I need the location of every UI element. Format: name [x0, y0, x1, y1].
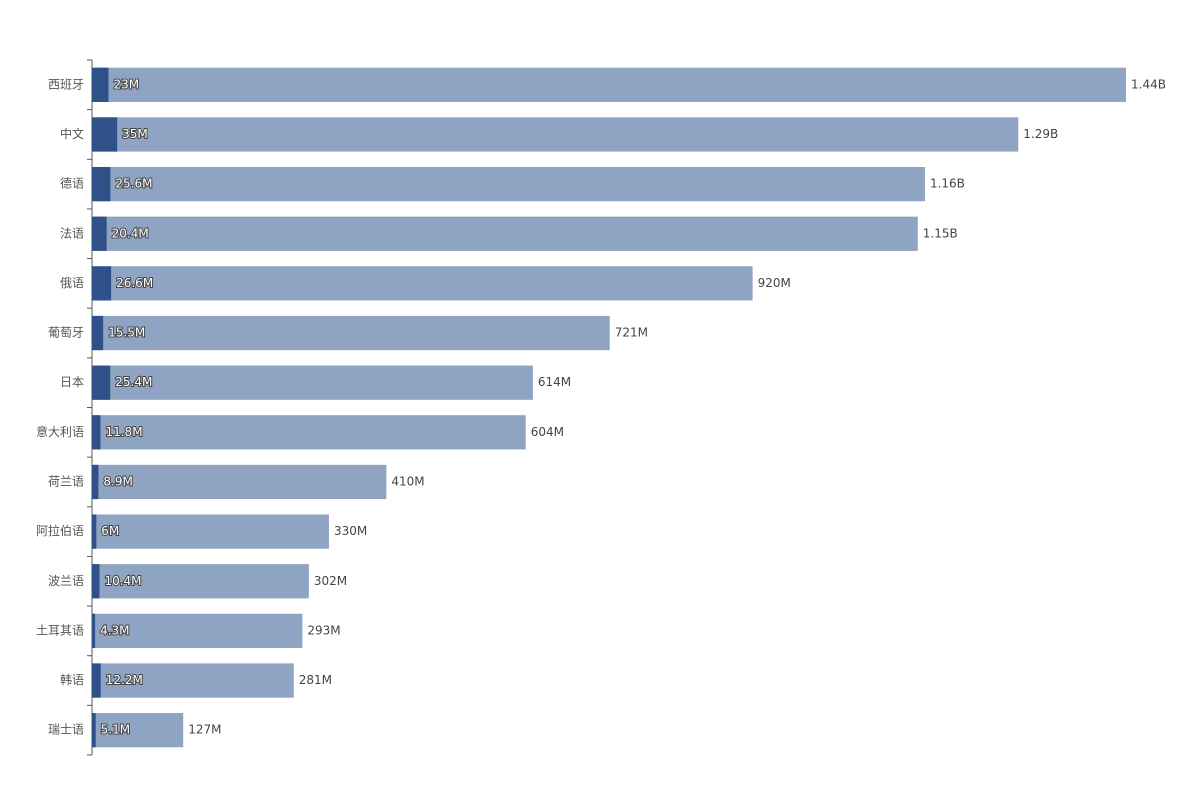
- value-label: 721M: [615, 326, 648, 340]
- bar: [92, 216, 918, 251]
- value-label: 20.4M: [112, 226, 149, 240]
- y-tick-label: 意大利语: [36, 424, 84, 439]
- value-label: 604M: [531, 425, 564, 439]
- bar: [92, 713, 184, 748]
- value-label: 4.3M: [100, 623, 129, 637]
- value-label: 920M: [758, 276, 791, 290]
- value-label: 25.4M: [115, 375, 152, 389]
- y-tick-label: 韩语: [60, 672, 84, 687]
- y-tick-label: 中文: [60, 126, 84, 141]
- bar: [92, 415, 101, 450]
- value-label: 281M: [299, 673, 332, 687]
- y-tick-label: 德语: [60, 176, 84, 191]
- value-label: 25.6M: [115, 177, 152, 191]
- y-tick-label: 法语: [60, 226, 84, 240]
- bar: [92, 464, 387, 500]
- y-tick-label: 阿拉伯语: [36, 523, 84, 538]
- y-tick-label: 西班牙: [48, 77, 84, 91]
- bar: [92, 117, 1019, 152]
- bar: [92, 415, 526, 450]
- bar: [92, 613, 96, 649]
- bar: [92, 663, 101, 698]
- value-label: 6M: [101, 524, 119, 538]
- bar: [92, 166, 111, 202]
- bar: [92, 365, 111, 400]
- y-tick-label: 荷兰语: [48, 474, 84, 488]
- value-label: 330M: [334, 524, 367, 538]
- bar: [92, 613, 303, 649]
- value-label: 5.1M: [101, 723, 130, 737]
- bar: [92, 166, 925, 202]
- y-tick-label: 瑞士语: [48, 723, 84, 737]
- value-label: 614M: [538, 375, 571, 389]
- value-label: 1.15B: [923, 226, 958, 240]
- y-tick-label: 俄语: [60, 276, 84, 290]
- bar: [92, 713, 96, 748]
- y-tick-label: 葡萄牙: [48, 326, 84, 340]
- value-label: 10.4M: [104, 574, 141, 588]
- bar: [92, 216, 107, 251]
- value-label: 293M: [307, 623, 340, 637]
- value-label: 1.29B: [1023, 127, 1058, 141]
- value-label: 1.16B: [930, 177, 965, 191]
- bar: [92, 315, 610, 351]
- value-label: 8.9M: [103, 474, 132, 488]
- bar: [92, 564, 100, 599]
- value-label: 410M: [391, 474, 424, 488]
- bar: [92, 117, 118, 152]
- value-label: 302M: [314, 574, 347, 588]
- bar: [92, 564, 309, 599]
- bar: [92, 266, 753, 301]
- y-tick-label: 土耳其语: [36, 623, 84, 637]
- value-label: 26.6M: [116, 276, 153, 290]
- bar: [92, 266, 112, 301]
- y-tick-label: 波兰语: [48, 574, 84, 588]
- value-label: 12.2M: [106, 673, 143, 687]
- bar: [92, 514, 97, 549]
- bar: [92, 663, 294, 698]
- value-label: 11.8M: [105, 425, 142, 439]
- value-label: 127M: [188, 723, 221, 737]
- bar: [92, 514, 329, 549]
- value-label: 1.44B: [1131, 77, 1166, 91]
- bar: [92, 67, 1126, 102]
- value-label: 35M: [122, 127, 148, 141]
- y-tick-label: 日本: [60, 375, 84, 389]
- bar: [92, 315, 104, 351]
- bar: [92, 365, 533, 400]
- bar: [92, 67, 109, 102]
- bar: [92, 464, 99, 500]
- value-label: 15.5M: [108, 326, 145, 340]
- value-label: 23M: [114, 77, 140, 91]
